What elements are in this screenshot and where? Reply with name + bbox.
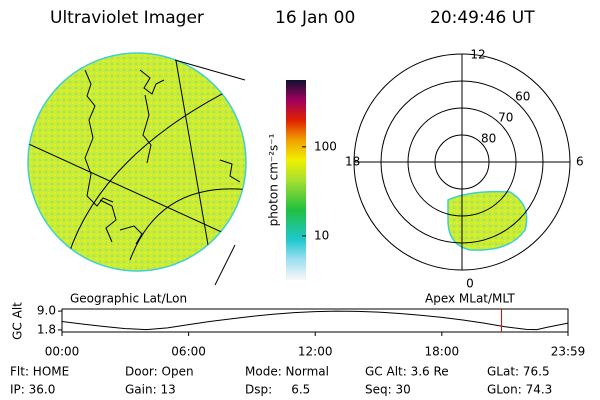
info-field: Flt: HOME — [10, 365, 69, 379]
mlt-label: 18 — [345, 155, 360, 169]
mlt-label: 6 — [576, 155, 584, 169]
x-tick-label: 00:00 — [45, 345, 80, 359]
y-tick-label: 1.8 — [37, 322, 56, 336]
lat-label: 70 — [498, 111, 513, 125]
altitude-frame — [61, 308, 569, 333]
altitude-line — [61, 310, 569, 331]
polar-plot — [353, 53, 571, 271]
info-field: Door: Open — [125, 365, 194, 379]
lat-ring — [380, 80, 544, 244]
x-tick-label: 12:00 — [298, 345, 333, 359]
time: 20:49:46 UT — [430, 8, 535, 28]
info-field: GLon: 74.3 — [487, 383, 552, 397]
colorbar-label: photon cm⁻²s⁻¹ — [267, 133, 281, 226]
info-field: IP: 36.0 — [10, 383, 55, 397]
date: 16 Jan 00 — [275, 8, 355, 28]
colorbar-tick-label: 100 — [314, 139, 337, 153]
title: Ultraviolet Imager — [50, 8, 204, 28]
panel-label: Apex MLat/MLT — [425, 292, 515, 306]
info-field: Dsp: 6.5 — [245, 383, 310, 397]
x-tick-label: 23:59 — [551, 345, 586, 359]
x-tick-label: 18:00 — [425, 345, 460, 359]
y-axis-label: GC Alt — [11, 302, 25, 340]
info-field: Mode: Normal — [245, 365, 329, 379]
colorbar-tick-label: 10 — [314, 228, 329, 242]
info-field: GC Alt: 3.6 Re — [365, 365, 449, 379]
panel-label: Geographic Lat/Lon — [70, 292, 187, 306]
mlt-label: 12 — [470, 48, 485, 62]
lat-ring — [407, 107, 517, 217]
lat-ring — [434, 134, 490, 190]
earth-image — [27, 52, 247, 286]
info-field: Seq: 30 — [365, 383, 411, 397]
x-tick-label: 06:00 — [171, 345, 206, 359]
colorbar — [286, 80, 306, 280]
lat-label: 80 — [481, 132, 496, 146]
y-tick-label: 9.0 — [37, 304, 56, 318]
mlt-label: 0 — [466, 277, 474, 291]
lat-label: 60 — [515, 90, 530, 104]
info-field: Gain: 13 — [125, 383, 176, 397]
info-field: GLat: 76.5 — [487, 365, 550, 379]
